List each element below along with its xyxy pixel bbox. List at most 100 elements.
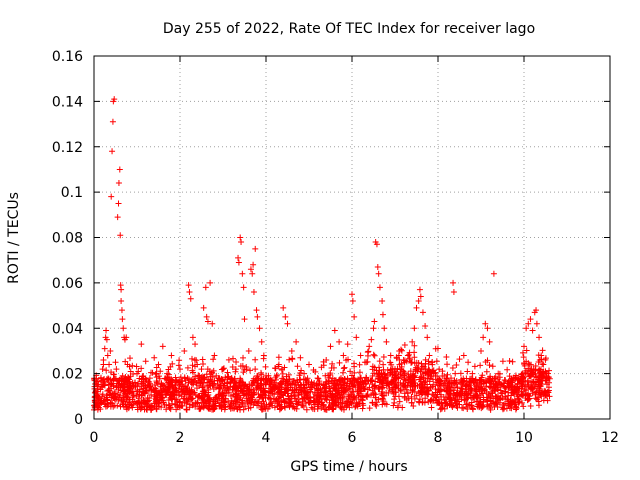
- dense-point-marker: [138, 383, 145, 390]
- dense-point-marker: [184, 398, 191, 405]
- dense-point-marker: [177, 398, 184, 405]
- dense-point-marker: [388, 378, 395, 385]
- data-point-marker: [96, 395, 103, 402]
- dense-point-marker: [217, 382, 224, 389]
- dense-point-marker: [213, 394, 220, 401]
- data-point-marker: [239, 270, 246, 277]
- data-point-marker: [112, 359, 119, 366]
- dense-point-marker: [300, 381, 307, 388]
- data-point-marker: [357, 352, 364, 359]
- dense-point-marker: [523, 387, 530, 394]
- dense-point-marker: [384, 366, 391, 373]
- y-tick-label: 0: [74, 412, 83, 428]
- dense-point-marker: [237, 406, 244, 413]
- dense-point-marker: [103, 376, 110, 383]
- data-point-marker: [235, 259, 242, 266]
- dense-point-marker: [441, 397, 448, 404]
- dense-point-marker: [300, 403, 307, 410]
- dense-point-marker: [422, 369, 429, 376]
- dense-point-marker: [165, 402, 172, 409]
- data-point-marker: [238, 239, 245, 246]
- dense-point-marker: [134, 399, 141, 406]
- dense-point-marker: [227, 405, 234, 412]
- dense-point-marker: [136, 386, 143, 393]
- dense-point-marker: [267, 376, 274, 383]
- dense-point-marker: [171, 392, 178, 399]
- dense-point-marker: [537, 366, 544, 373]
- data-point-marker: [533, 307, 540, 314]
- dense-point-marker: [206, 394, 213, 401]
- dense-point-marker: [376, 385, 383, 392]
- data-point-marker: [187, 295, 194, 302]
- data-point-marker: [430, 370, 437, 377]
- dense-point-marker: [393, 354, 400, 361]
- dense-point-marker: [237, 375, 244, 382]
- data-point-marker: [344, 341, 351, 348]
- dense-point-marker: [446, 398, 453, 405]
- dense-point-marker: [133, 363, 140, 370]
- dense-point-marker: [411, 349, 418, 356]
- dense-point-marker: [118, 382, 125, 389]
- dense-point-marker: [344, 399, 351, 406]
- dense-point-marker: [359, 392, 366, 399]
- dense-point-marker: [529, 390, 536, 397]
- dense-point-marker: [172, 396, 179, 403]
- data-point-marker: [297, 354, 304, 361]
- dense-point-marker: [330, 401, 337, 408]
- dense-point-marker: [521, 362, 528, 369]
- dense-point-marker: [371, 390, 378, 397]
- dense-point-marker: [425, 360, 432, 367]
- data-point-marker: [101, 345, 108, 352]
- dense-point-marker: [378, 388, 385, 395]
- dense-point-marker: [136, 375, 143, 382]
- dense-point-marker: [220, 395, 227, 402]
- dense-point-marker: [230, 384, 237, 391]
- data-point-marker: [118, 298, 125, 305]
- dense-point-marker: [412, 368, 419, 375]
- dense-point-marker: [106, 391, 113, 398]
- dense-point-marker: [188, 396, 195, 403]
- dense-point-marker: [347, 399, 354, 406]
- dense-point-marker: [416, 376, 423, 383]
- dense-point-marker: [175, 362, 182, 369]
- dense-point-marker: [515, 399, 522, 406]
- data-point-marker: [111, 96, 118, 103]
- dense-point-marker: [341, 364, 348, 371]
- dense-point-marker: [279, 370, 286, 377]
- dense-point-marker: [504, 366, 511, 373]
- dense-point-marker: [167, 406, 174, 413]
- data-point-marker: [215, 375, 222, 382]
- data-point-marker: [250, 261, 257, 268]
- dense-scatter-cloud: [91, 341, 553, 413]
- x-tick-label: 10: [515, 430, 533, 446]
- dense-point-marker: [270, 384, 277, 391]
- dense-point-marker: [464, 368, 471, 375]
- dense-point-marker: [519, 349, 526, 356]
- data-point-marker: [284, 320, 291, 327]
- dense-point-marker: [120, 398, 127, 405]
- dense-point-marker: [481, 386, 488, 393]
- dense-point-marker: [411, 376, 418, 383]
- dense-point-marker: [176, 377, 183, 384]
- data-point-marker: [353, 334, 360, 341]
- dense-point-marker: [236, 392, 243, 399]
- dense-point-marker: [179, 402, 186, 409]
- dense-point-marker: [298, 367, 305, 374]
- dense-point-marker: [138, 365, 145, 372]
- dense-point-marker: [508, 389, 515, 396]
- dense-point-marker: [103, 394, 110, 401]
- dense-point-marker: [458, 376, 465, 383]
- dense-point-marker: [341, 387, 348, 394]
- data-point-marker: [254, 313, 261, 320]
- dense-point-marker: [444, 371, 451, 378]
- dense-point-marker: [240, 354, 247, 361]
- dense-point-marker: [354, 381, 361, 388]
- dense-point-marker: [347, 368, 354, 375]
- data-point-marker: [331, 327, 338, 334]
- data-point-marker: [450, 279, 457, 286]
- dense-point-marker: [278, 404, 285, 411]
- dense-point-marker: [183, 406, 190, 413]
- dense-point-marker: [424, 391, 431, 398]
- dense-point-marker: [159, 389, 166, 396]
